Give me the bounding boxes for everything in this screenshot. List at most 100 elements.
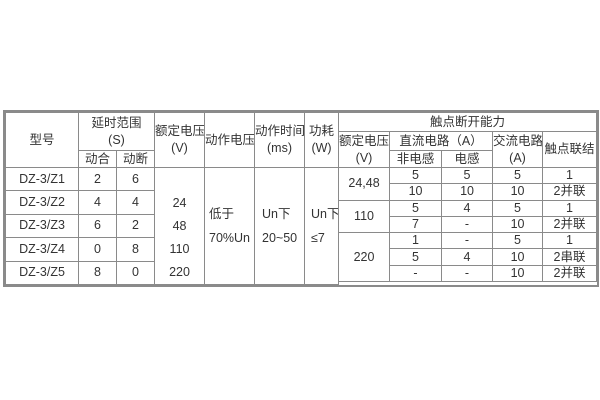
header-right-rated-voltage: 额定电压 (V) (338, 131, 391, 168)
operate-voltage-cell: 低于 70%Un (204, 167, 256, 285)
header-right-rated-voltage-line1: 额定电压 (339, 133, 390, 148)
header-rated-voltage-line1: 额定电压 (155, 124, 205, 138)
delay-open-cell: 6 (115, 166, 156, 192)
operate-voltage-line2: 70%Un (209, 231, 251, 245)
dc-inductive-cell: - (441, 215, 494, 234)
rated-voltage-value: 220 (169, 265, 190, 279)
right-header-row-2: 额定电压 (V) 直流电路（A） 交流电路 (A) 触点联结 (338, 131, 598, 168)
header-breaking-capacity: 触点断开能力 (338, 112, 598, 132)
delay-close-cell: 4 (78, 190, 117, 215)
header-model: 型号 (5, 112, 79, 168)
model-cell: DZ-3/Z4 (5, 237, 79, 262)
header-non-inductive: 非电感 (389, 150, 443, 168)
header-rated-voltage-line2: (V) (171, 141, 188, 155)
header-delay-range-line1: 延时范围 (91, 115, 142, 130)
power-cell: Un下 ≤7 (304, 167, 340, 285)
dc-non-inductive-cell: 5 (389, 166, 443, 185)
header-operate-time: 动作时间 (ms) (254, 112, 306, 168)
dc-non-inductive-cell: 5 (389, 199, 443, 217)
header-rated-voltage: 额定电压 (V) (154, 112, 206, 168)
contact-connection-cell: 1 (542, 199, 598, 217)
table-row: 110 5 4 5 1 (338, 199, 598, 234)
contact-connection-cell: 2并联 (542, 215, 598, 234)
header-power: 功耗 (W) (304, 112, 340, 168)
voltage-group-cell: 110 (338, 199, 391, 234)
power-line2: ≤7 (311, 231, 325, 245)
table-row: DZ-3/Z1 2 6 24 48 110 220 低于 70%Un (5, 166, 340, 285)
ac-current-cell: 10 (492, 215, 544, 234)
model-cell: DZ-3/Z2 (5, 190, 79, 215)
dc-inductive-cell: 10 (441, 183, 494, 201)
header-delay-range-line2: (S) (108, 132, 125, 147)
operate-time-line1: Un下 (262, 207, 291, 221)
model-cell: DZ-3/Z3 (5, 213, 79, 239)
ac-current-cell: 10 (492, 248, 544, 266)
model-cell: DZ-3/Z5 (5, 260, 79, 286)
ac-current-cell: 5 (492, 199, 544, 217)
header-ac-circuit-line1: 交流电路 (493, 133, 543, 148)
contact-connection-cell: 2串联 (542, 248, 598, 266)
left-header-row-1: 型号 延时范围 (S) 额定电压 (V) 动作电压 动作时间 (ms) (5, 112, 340, 168)
right-header-row-3: 非电感 电感 (339, 150, 597, 168)
table-row: - - 10 2并联 (339, 264, 598, 283)
header-delay-range: 延时范围 (S) (77, 112, 156, 151)
delay-close-cell: 0 (78, 237, 117, 262)
table-row: DZ-3/Z5 8 0 (5, 260, 339, 286)
voltage-group-cell: 24,48 (338, 167, 391, 201)
header-power-line1: 功耗 (309, 124, 335, 138)
rated-voltage-values: 24 48 110 220 (156, 192, 204, 284)
dc-inductive-cell: - (441, 264, 494, 283)
rated-voltage-value: 48 (172, 219, 187, 233)
dc-inductive-cell: 4 (441, 248, 494, 266)
table-row: DZ-3/Z2 4 4 (5, 190, 339, 215)
ac-current-cell: 10 (492, 183, 544, 201)
dc-inductive-cell: 5 (441, 166, 494, 185)
header-operate-time-line1: 动作时间 (255, 124, 305, 138)
rated-voltage-values-cell: 24 48 110 220 (154, 167, 206, 285)
power-line1: Un下 (311, 207, 339, 221)
left-table: 型号 延时范围 (S) 额定电压 (V) 动作电压 动作时间 (ms) (5, 112, 340, 286)
dc-non-inductive-cell: - (389, 264, 443, 283)
delay-open-cell: 2 (115, 213, 156, 239)
ac-current-cell: 10 (492, 264, 544, 283)
table-row: 24,48 5 5 5 1 (338, 166, 598, 201)
header-dc-circuit: 直流电路（A） (389, 131, 494, 151)
model-cell: DZ-3/Z1 (5, 166, 79, 192)
header-delay-close: 动合 (78, 150, 117, 168)
right-table: 触点断开能力 额定电压 (V) 直流电路（A） 交流电路 (A) 触点联结 非电… (338, 112, 598, 283)
right-header-row-1: 触点断开能力 (338, 112, 598, 132)
header-operate-voltage: 动作电压 (204, 112, 256, 168)
delay-open-cell: 8 (115, 237, 156, 262)
table-row: 7 - 10 2并联 (339, 215, 598, 234)
header-delay-open: 动断 (115, 150, 156, 168)
header-operate-time-line2: (ms) (267, 141, 293, 155)
delay-open-cell: 4 (115, 190, 156, 215)
dc-non-inductive-cell: 5 (389, 248, 443, 266)
operate-voltage-line1: 低于 (209, 207, 235, 221)
operate-time-line2: 20~50 (262, 231, 298, 245)
contact-connection-cell: 1 (542, 232, 598, 250)
table-row: DZ-3/Z3 6 2 (5, 213, 339, 239)
contact-connection-cell: 2并联 (542, 183, 598, 201)
header-power-line2: (W) (311, 141, 332, 155)
header-ac-circuit: 交流电路 (A) (492, 131, 544, 168)
rated-voltage-value: 24 (172, 196, 187, 210)
spec-table: 型号 延时范围 (S) 额定电压 (V) 动作电压 动作时间 (ms) (3, 110, 600, 287)
table-row: 220 1 - 5 1 (338, 232, 598, 282)
dc-inductive-cell: 4 (441, 199, 494, 217)
dc-non-inductive-cell: 1 (389, 232, 443, 250)
table-row: 5 4 10 2串联 (339, 248, 598, 266)
header-right-rated-voltage-line2: (V) (355, 150, 373, 165)
contact-connection-cell: 1 (542, 166, 598, 185)
dc-non-inductive-cell: 7 (389, 215, 443, 234)
rated-voltage-value: 110 (169, 242, 190, 256)
delay-close-cell: 6 (78, 213, 117, 239)
ac-current-cell: 5 (492, 232, 544, 250)
delay-open-cell: 0 (115, 260, 156, 286)
voltage-group-cell: 220 (338, 232, 391, 282)
dc-non-inductive-cell: 10 (389, 183, 443, 201)
header-ac-circuit-line2: (A) (509, 150, 526, 165)
header-inductive: 电感 (441, 150, 494, 168)
dc-inductive-cell: - (441, 232, 494, 250)
